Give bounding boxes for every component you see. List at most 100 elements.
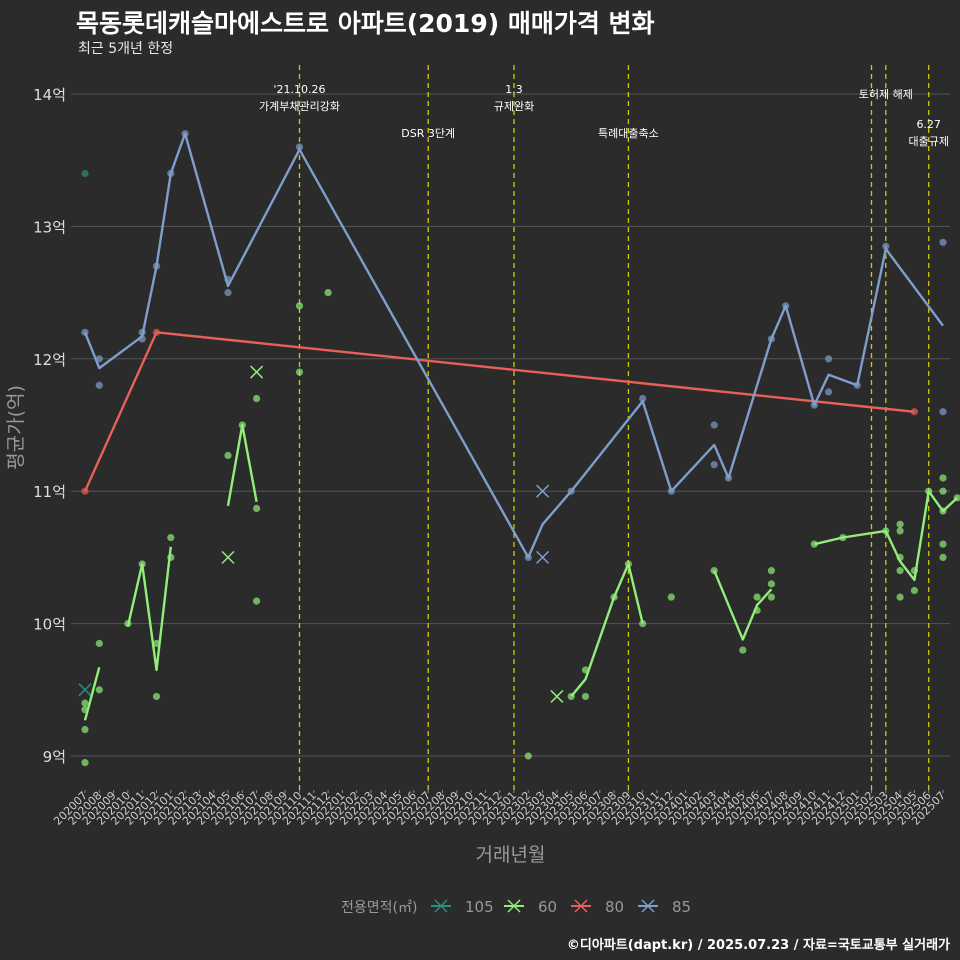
series-60-point (882, 527, 890, 535)
series-60-x-mark (221, 550, 235, 564)
legend-key-x (574, 899, 588, 913)
legend-label: 80 (605, 898, 624, 916)
series-60-point (753, 593, 761, 601)
x-mark-stroke (641, 899, 655, 913)
series-60-point (767, 567, 776, 575)
series-105-point (81, 169, 89, 178)
series-85-x-mark (536, 484, 550, 498)
series-80-point (910, 408, 919, 416)
series-60-point (324, 289, 332, 297)
series-60-point (138, 560, 146, 568)
series-60-point (224, 451, 232, 460)
series-85-point (782, 302, 790, 310)
series-85-point (939, 408, 947, 416)
series-60-point (710, 567, 718, 575)
y-tick-label: 13억 (33, 218, 66, 236)
series-60-point (925, 487, 933, 495)
series-60-point (910, 567, 919, 575)
event-annotation: 1.3 (505, 83, 523, 96)
x-mark-stroke (507, 899, 521, 913)
series-85-point (138, 328, 146, 336)
series-60-point (939, 540, 947, 548)
legend-label: 60 (538, 898, 557, 916)
series-85-point (810, 401, 818, 409)
series-85-point (224, 289, 232, 297)
series-85-point (639, 394, 647, 403)
series-85-point (724, 474, 733, 482)
legend-key-x (434, 899, 448, 913)
series-60-point (910, 586, 919, 595)
series-85-point (939, 238, 947, 246)
series-85-point (567, 487, 575, 495)
x-mark-stroke (434, 899, 448, 913)
x-mark-stroke (536, 550, 550, 564)
series-85-point (81, 328, 89, 336)
series-60-point (639, 620, 647, 628)
series-85-point (710, 421, 718, 429)
series-60-point (939, 507, 947, 515)
y-tick-label: 14억 (33, 86, 66, 104)
legend-key-x (641, 899, 655, 913)
series-85-point (167, 169, 175, 178)
y-axis-title: 평균가(억) (5, 385, 27, 470)
series-60-point (253, 597, 261, 605)
legend-key-x (507, 899, 521, 913)
x-mark-stroke (221, 550, 235, 564)
series-60-point (739, 646, 747, 654)
series-60-point (753, 606, 761, 614)
series-60-point (567, 692, 575, 701)
series-60-point (896, 553, 904, 562)
series-60-point (253, 504, 261, 513)
event-annotation: 토허제 해제 (859, 87, 913, 101)
series-60-point (524, 752, 532, 760)
event-annotation: 규제완화 (494, 100, 534, 113)
series-85-point (95, 355, 103, 363)
series-60-point (939, 487, 947, 495)
event-annotation: DSR 3단계 (401, 127, 455, 140)
series-60-point (152, 692, 161, 701)
chart-title: 목동롯데캐슬마에스트로 아파트(2019) 매매가격 변화 (76, 9, 655, 38)
series-60-point (767, 580, 776, 588)
series-85-point (295, 143, 304, 151)
series-60-point (581, 666, 590, 674)
event-annotation: 가계부채관리강화 (259, 100, 340, 113)
series-60-x-mark (250, 365, 264, 379)
series-60-line (713, 570, 773, 641)
series-60-line (814, 490, 959, 582)
series-80-point (81, 487, 89, 495)
legend-label: 105 (465, 898, 494, 916)
series-105-x-mark (78, 683, 92, 697)
series-85-point (95, 381, 103, 389)
series-85-point (152, 262, 161, 270)
series-60-point (95, 639, 103, 648)
series-60-point (581, 692, 590, 701)
series-60-point (167, 553, 175, 562)
series-60-point (167, 533, 175, 542)
series-60-point (253, 394, 261, 403)
series-60-point (939, 553, 947, 562)
series-60-point (238, 421, 246, 429)
series-85-point (224, 275, 232, 283)
series-60-point (124, 620, 132, 628)
series-80-line (83, 331, 915, 492)
series-85-point (181, 130, 189, 138)
y-tick-label: 12억 (33, 351, 66, 369)
series-60-point (767, 593, 776, 601)
series-60-line (570, 562, 644, 698)
series-60-point (81, 706, 89, 714)
series-60-point (81, 725, 89, 734)
series-60-point (295, 368, 304, 376)
series-85-point (710, 461, 718, 469)
x-mark-stroke (536, 484, 550, 498)
series-85-point (882, 242, 890, 250)
series-85-x-mark (536, 550, 550, 564)
series-60-point (152, 639, 161, 648)
series-60-point (81, 699, 89, 707)
event-annotation: 대출규제 (908, 135, 948, 148)
series-85-point (853, 381, 861, 389)
series-60-point (896, 520, 904, 528)
series-60-point (953, 494, 960, 502)
series-85-point (767, 335, 776, 343)
series-60-point (295, 302, 304, 310)
